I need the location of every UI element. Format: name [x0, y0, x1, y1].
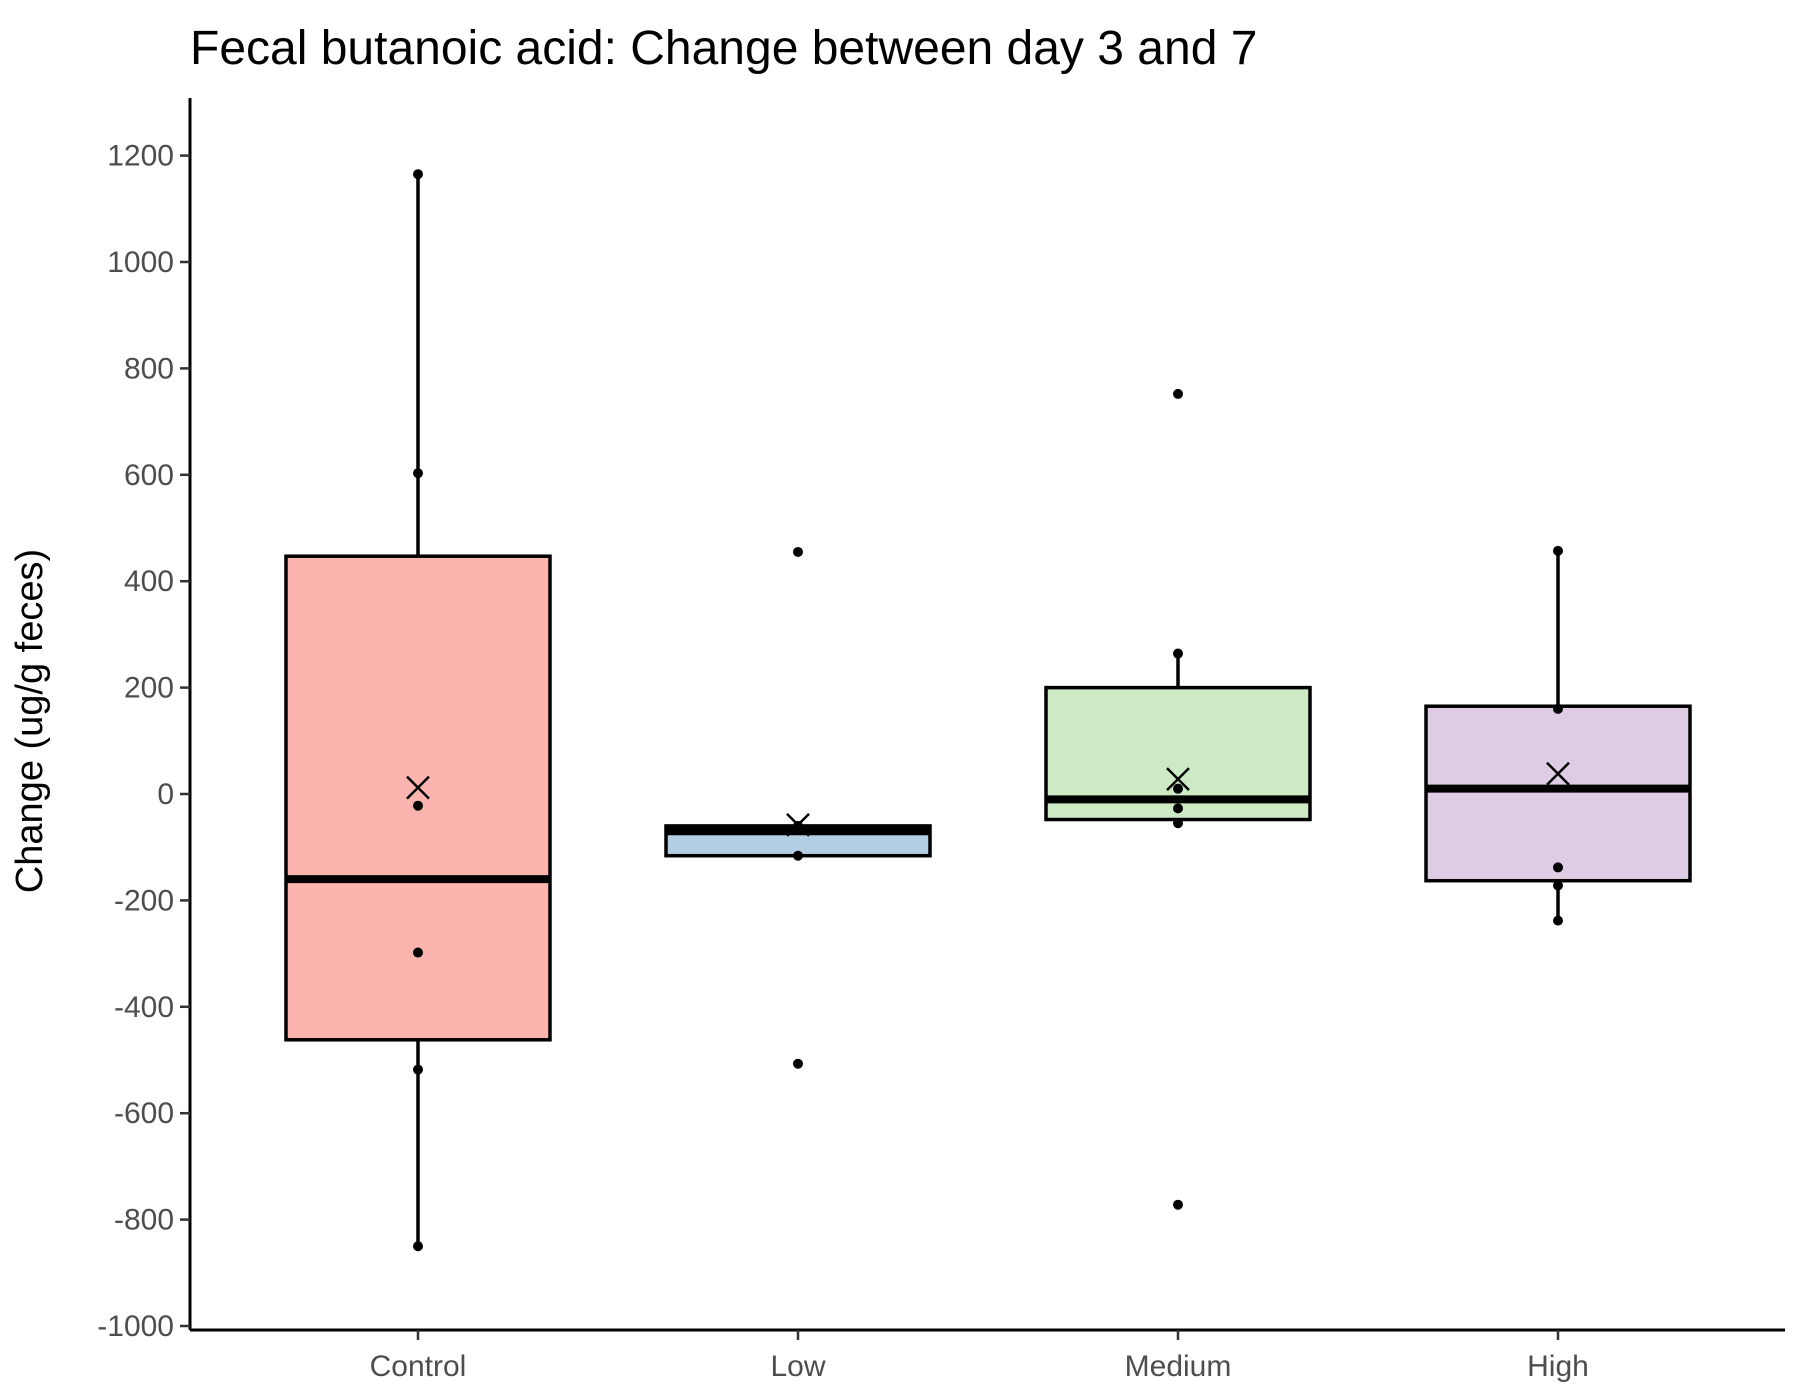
- data-point: [793, 546, 803, 557]
- mean-marker: [1166, 767, 1190, 791]
- y-tick-label: 1000: [107, 246, 174, 279]
- data-point: [1173, 803, 1183, 814]
- y-axis-ticks: 1200 1000 800 600 400 200 0 -200 -400 -600 -800 -10…: [97, 140, 190, 1343]
- x-tick-label: Low: [770, 1350, 825, 1383]
- mean-marker: [406, 775, 430, 800]
- data-point: [413, 468, 423, 479]
- x-axis-ticks: Control Low Medium High: [370, 1330, 1589, 1383]
- data-point: [793, 850, 803, 861]
- y-tick-label: 400: [124, 565, 174, 598]
- data-point: [1553, 880, 1563, 891]
- y-tick-label: 1200: [107, 140, 174, 173]
- box-iqr: [1424, 704, 1692, 883]
- y-axis-label: Change (ug/g feces): [9, 549, 51, 893]
- data-point: [1173, 818, 1183, 829]
- data-point: [1553, 703, 1563, 714]
- mean-marker: [1546, 761, 1570, 786]
- x-tick-label: Medium: [1125, 1350, 1232, 1383]
- y-tick-label: -400: [114, 991, 174, 1024]
- box-group-low: [664, 546, 932, 1069]
- box-group-high: [1424, 545, 1692, 926]
- chart-title: Fecal butanoic acid: Change between day …: [190, 22, 1257, 75]
- box-iqr: [284, 554, 552, 1042]
- data-point: [413, 947, 423, 958]
- data-point: [1553, 862, 1563, 873]
- box-plot-groups: [284, 169, 1692, 1252]
- y-tick-label: 200: [124, 672, 174, 705]
- data-point: [1173, 783, 1183, 794]
- box-group-medium: [1044, 388, 1312, 1210]
- mean-marker: [786, 812, 810, 837]
- y-tick-label: 0: [157, 778, 174, 811]
- data-point: [413, 1241, 423, 1252]
- data-point: [413, 800, 423, 811]
- data-point: [1173, 388, 1183, 399]
- y-tick-label: 600: [124, 459, 174, 492]
- data-point: [793, 1058, 803, 1069]
- data-point: [413, 169, 423, 180]
- data-point: [1173, 1199, 1183, 1210]
- y-tick-label: -1000: [97, 1310, 174, 1343]
- y-tick-label: -600: [114, 1097, 174, 1130]
- data-point: [413, 1064, 423, 1075]
- y-tick-label: 800: [124, 352, 174, 385]
- x-tick-label: Control: [370, 1350, 467, 1383]
- data-point: [1553, 915, 1563, 926]
- y-tick-label: -800: [114, 1204, 174, 1237]
- box-group-control: [284, 169, 552, 1252]
- y-tick-label: -200: [114, 884, 174, 917]
- x-tick-label: High: [1527, 1350, 1589, 1383]
- data-point: [1173, 648, 1183, 659]
- data-point: [1553, 545, 1563, 556]
